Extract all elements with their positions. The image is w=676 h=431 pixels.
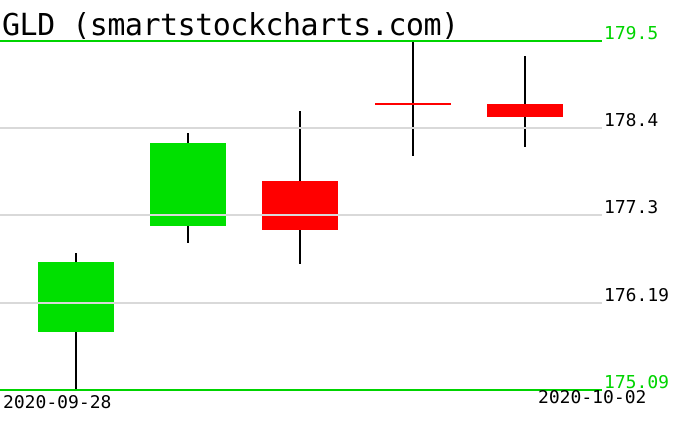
y-axis-price-label: 176.19 [604,285,670,306]
candle-body [487,104,563,117]
axis-line-green [0,389,602,391]
candle-body [38,262,114,332]
gridline [0,127,602,129]
candle-body [262,181,338,230]
x-axis-label-end: 2020-10-02 [538,387,647,408]
y-axis-price-label: 175.09 [604,372,670,393]
y-axis-price-label: 178.4 [604,110,659,131]
candle-body [375,103,451,105]
y-axis-price-label: 177.3 [604,197,659,218]
candle-wick [412,42,414,156]
axis-line-green [0,40,602,42]
candle-body [150,143,226,226]
candle-wick [524,56,526,147]
gridline [0,214,602,216]
y-axis-price-label: 179.5 [604,23,659,44]
chart-title: GLD (smartstockcharts.com) [2,8,459,43]
x-axis-label-start: 2020-09-28 [3,392,112,413]
gridline [0,302,602,304]
